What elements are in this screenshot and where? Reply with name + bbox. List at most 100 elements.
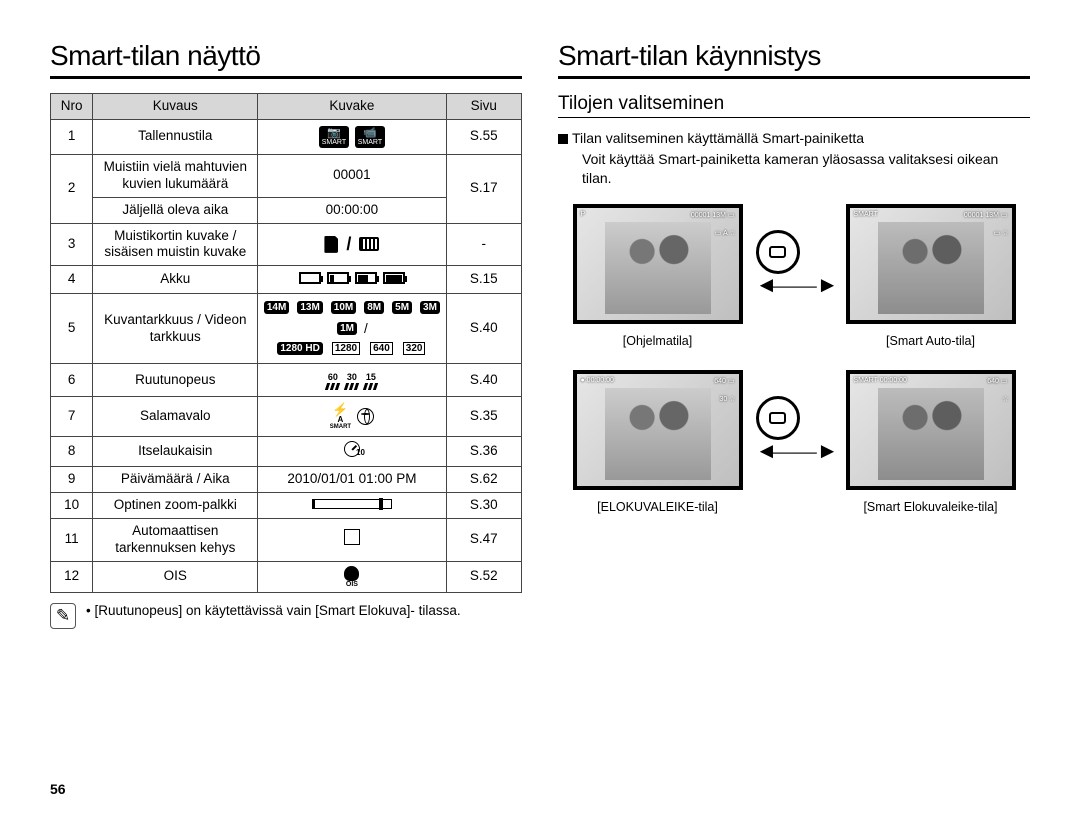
- table-row: 9 Päivämäärä / Aika 2010/01/01 01:00 PM …: [51, 467, 522, 493]
- page-number: 56: [50, 781, 66, 797]
- cell-kuvaus: Optinen zoom-palkki: [93, 492, 258, 518]
- cell-icon: [258, 266, 446, 294]
- cell-nro: 12: [51, 561, 93, 592]
- cell-sivu: S.55: [446, 119, 521, 154]
- mode-caption: [Ohjelmatila]: [623, 334, 692, 348]
- mode-caption: [ELOKUVALEIKE-tila]: [597, 500, 718, 514]
- cell-kuvaus: Muistikortin kuvake / sisäisen muistin k…: [93, 223, 258, 266]
- cell-sivu: S.35: [446, 397, 521, 437]
- spec-table: Nro Kuvaus Kuvake Sivu 1 Tallennustila 📷…: [50, 93, 522, 593]
- cell-sivu: -: [446, 223, 521, 266]
- table-row: 6 Ruutunopeus 60 30 15 S.40: [51, 364, 522, 397]
- cell-sivu: S.40: [446, 294, 521, 364]
- sd-card-icon: [324, 236, 338, 253]
- table-row: 2 Muistiin vielä mahtuvien kuvien lukumä…: [51, 154, 522, 197]
- table-header-row: Nro Kuvaus Kuvake Sivu: [51, 94, 522, 120]
- cell-nro: 8: [51, 437, 93, 467]
- smart-video-icon: 📹SMART: [355, 126, 385, 148]
- rule: [558, 117, 1030, 118]
- mode-cell: P00001 13M ▭ ▭ A ☆: [573, 204, 743, 324]
- cell-nro: 5: [51, 294, 93, 364]
- res-icon: 10M: [331, 301, 356, 314]
- th-nro: Nro: [51, 94, 93, 120]
- left-title: Smart-tilan näyttö: [50, 40, 522, 72]
- mode-grid: P00001 13M ▭ ▭ A ☆ ◄────► SMART00001 13M…: [558, 204, 1030, 528]
- cell-kuvaus: Muistiin vielä mahtuvien kuvien lukumäär…: [93, 154, 258, 197]
- cell-nro: 4: [51, 266, 93, 294]
- bullet-line: Tilan valitseminen käyttämällä Smart-pai…: [558, 130, 1030, 146]
- flash-auto-icon: ⚡ASMART: [330, 403, 351, 430]
- cell-kuvaus: Jäljellä oleva aika: [93, 197, 258, 223]
- cell-kuvaus: Automaattisen tarkennuksen kehys: [93, 518, 258, 561]
- right-column: Smart-tilan käynnistys Tilojen valitsemi…: [558, 40, 1030, 629]
- dial-arrows: ◄────►: [756, 230, 833, 297]
- table-row: 12 OIS OIS S.52: [51, 561, 522, 592]
- battery-empty-icon: [299, 272, 321, 284]
- lcd-preview: ● 00:00:00640 ▭ 30 ☆: [573, 370, 743, 490]
- res-icon: 8M: [364, 301, 384, 314]
- cell-kuvaus: OIS: [93, 561, 258, 592]
- cell-icon: 📷SMART 📹SMART: [258, 119, 446, 154]
- cell-icon: 60 30 15: [258, 364, 446, 397]
- mode-cell: SMART 00:00:00640 ▭ ☆: [846, 370, 1016, 490]
- cell-kuvaus: Tallennustila: [93, 119, 258, 154]
- body-text: Voit käyttää Smart-painiketta kameran yl…: [582, 150, 1030, 188]
- cell-nro: 7: [51, 397, 93, 437]
- battery-mid-icon: [355, 272, 377, 284]
- fps-30-icon: 30: [345, 373, 358, 390]
- res-icon: 5M: [392, 301, 412, 314]
- res-icon: 1280: [332, 342, 360, 355]
- smart-photo-icon: 📷SMART: [319, 126, 349, 148]
- arrow-left-right-icon: ◄────►: [756, 440, 833, 463]
- redeye-icon: [357, 408, 374, 425]
- arrow-left-right-icon: ◄────►: [756, 274, 833, 297]
- cell-sivu: S.47: [446, 518, 521, 561]
- cell-icon: 14M 13M 10M 8M 5M 3M 1M / 1280 HD 1280: [258, 294, 446, 364]
- cell-value: 00001: [258, 154, 446, 197]
- cell-sivu: S.17: [446, 154, 521, 223]
- still-resolution-icons: 14M 13M 10M 8M 5M 3M 1M /: [262, 298, 441, 338]
- cell-icon: ⚡ASMART: [258, 397, 446, 437]
- cell-nro: 1: [51, 119, 93, 154]
- res-icon: 14M: [264, 301, 289, 314]
- cell-sivu: S.40: [446, 364, 521, 397]
- subheading: Tilojen valitseminen: [558, 93, 1030, 115]
- th-kuvaus: Kuvaus: [93, 94, 258, 120]
- cell-sivu: S.15: [446, 266, 521, 294]
- right-title: Smart-tilan käynnistys: [558, 40, 1030, 72]
- note-row: ✎ • [Ruutunopeus] on käytettävissä vain …: [50, 603, 522, 629]
- cell-nro: 11: [51, 518, 93, 561]
- table-row: 8 Itselaukaisin 10 S.36: [51, 437, 522, 467]
- video-resolution-icons: 1280 HD 1280 640 320: [276, 338, 427, 359]
- cell-nro: 2: [51, 154, 93, 223]
- cell-kuvaus: Akku: [93, 266, 258, 294]
- cell-nro: 9: [51, 467, 93, 493]
- internal-memory-icon: [359, 237, 379, 251]
- mode-cell: SMART00001 13M ▭ ▭ ☆: [846, 204, 1016, 324]
- zoom-bar-icon: [312, 499, 392, 509]
- cell-value: 00:00:00: [258, 197, 446, 223]
- cell-icon: [258, 492, 446, 518]
- self-timer-icon: 10: [344, 441, 360, 457]
- th-sivu: Sivu: [446, 94, 521, 120]
- table-row: 10 Optinen zoom-palkki S.30: [51, 492, 522, 518]
- cell-sivu: S.52: [446, 561, 521, 592]
- note-pencil-icon: ✎: [50, 603, 76, 629]
- ois-icon: OIS: [344, 566, 359, 588]
- res-icon: 320: [403, 342, 426, 355]
- res-icon: 1M: [337, 322, 357, 335]
- cell-nro: 3: [51, 223, 93, 266]
- battery-full-icon: [383, 272, 405, 284]
- res-icon: 640: [370, 342, 393, 355]
- cell-kuvaus: Kuvantarkkuus / Videon tarkkuus: [93, 294, 258, 364]
- left-column: Smart-tilan näyttö Nro Kuvaus Kuvake Siv…: [50, 40, 522, 629]
- cell-kuvaus: Salamavalo: [93, 397, 258, 437]
- cell-sivu: S.36: [446, 437, 521, 467]
- mode-caption: [Smart Auto-tila]: [886, 334, 975, 348]
- mode-caption: [Smart Elokuvaleike-tila]: [863, 500, 997, 514]
- rule: [558, 76, 1030, 79]
- table-row: 1 Tallennustila 📷SMART 📹SMART S.55: [51, 119, 522, 154]
- smart-dial-icon: [756, 396, 800, 440]
- slash: /: [364, 322, 368, 336]
- table-row: 5 Kuvantarkkuus / Videon tarkkuus 14M 13…: [51, 294, 522, 364]
